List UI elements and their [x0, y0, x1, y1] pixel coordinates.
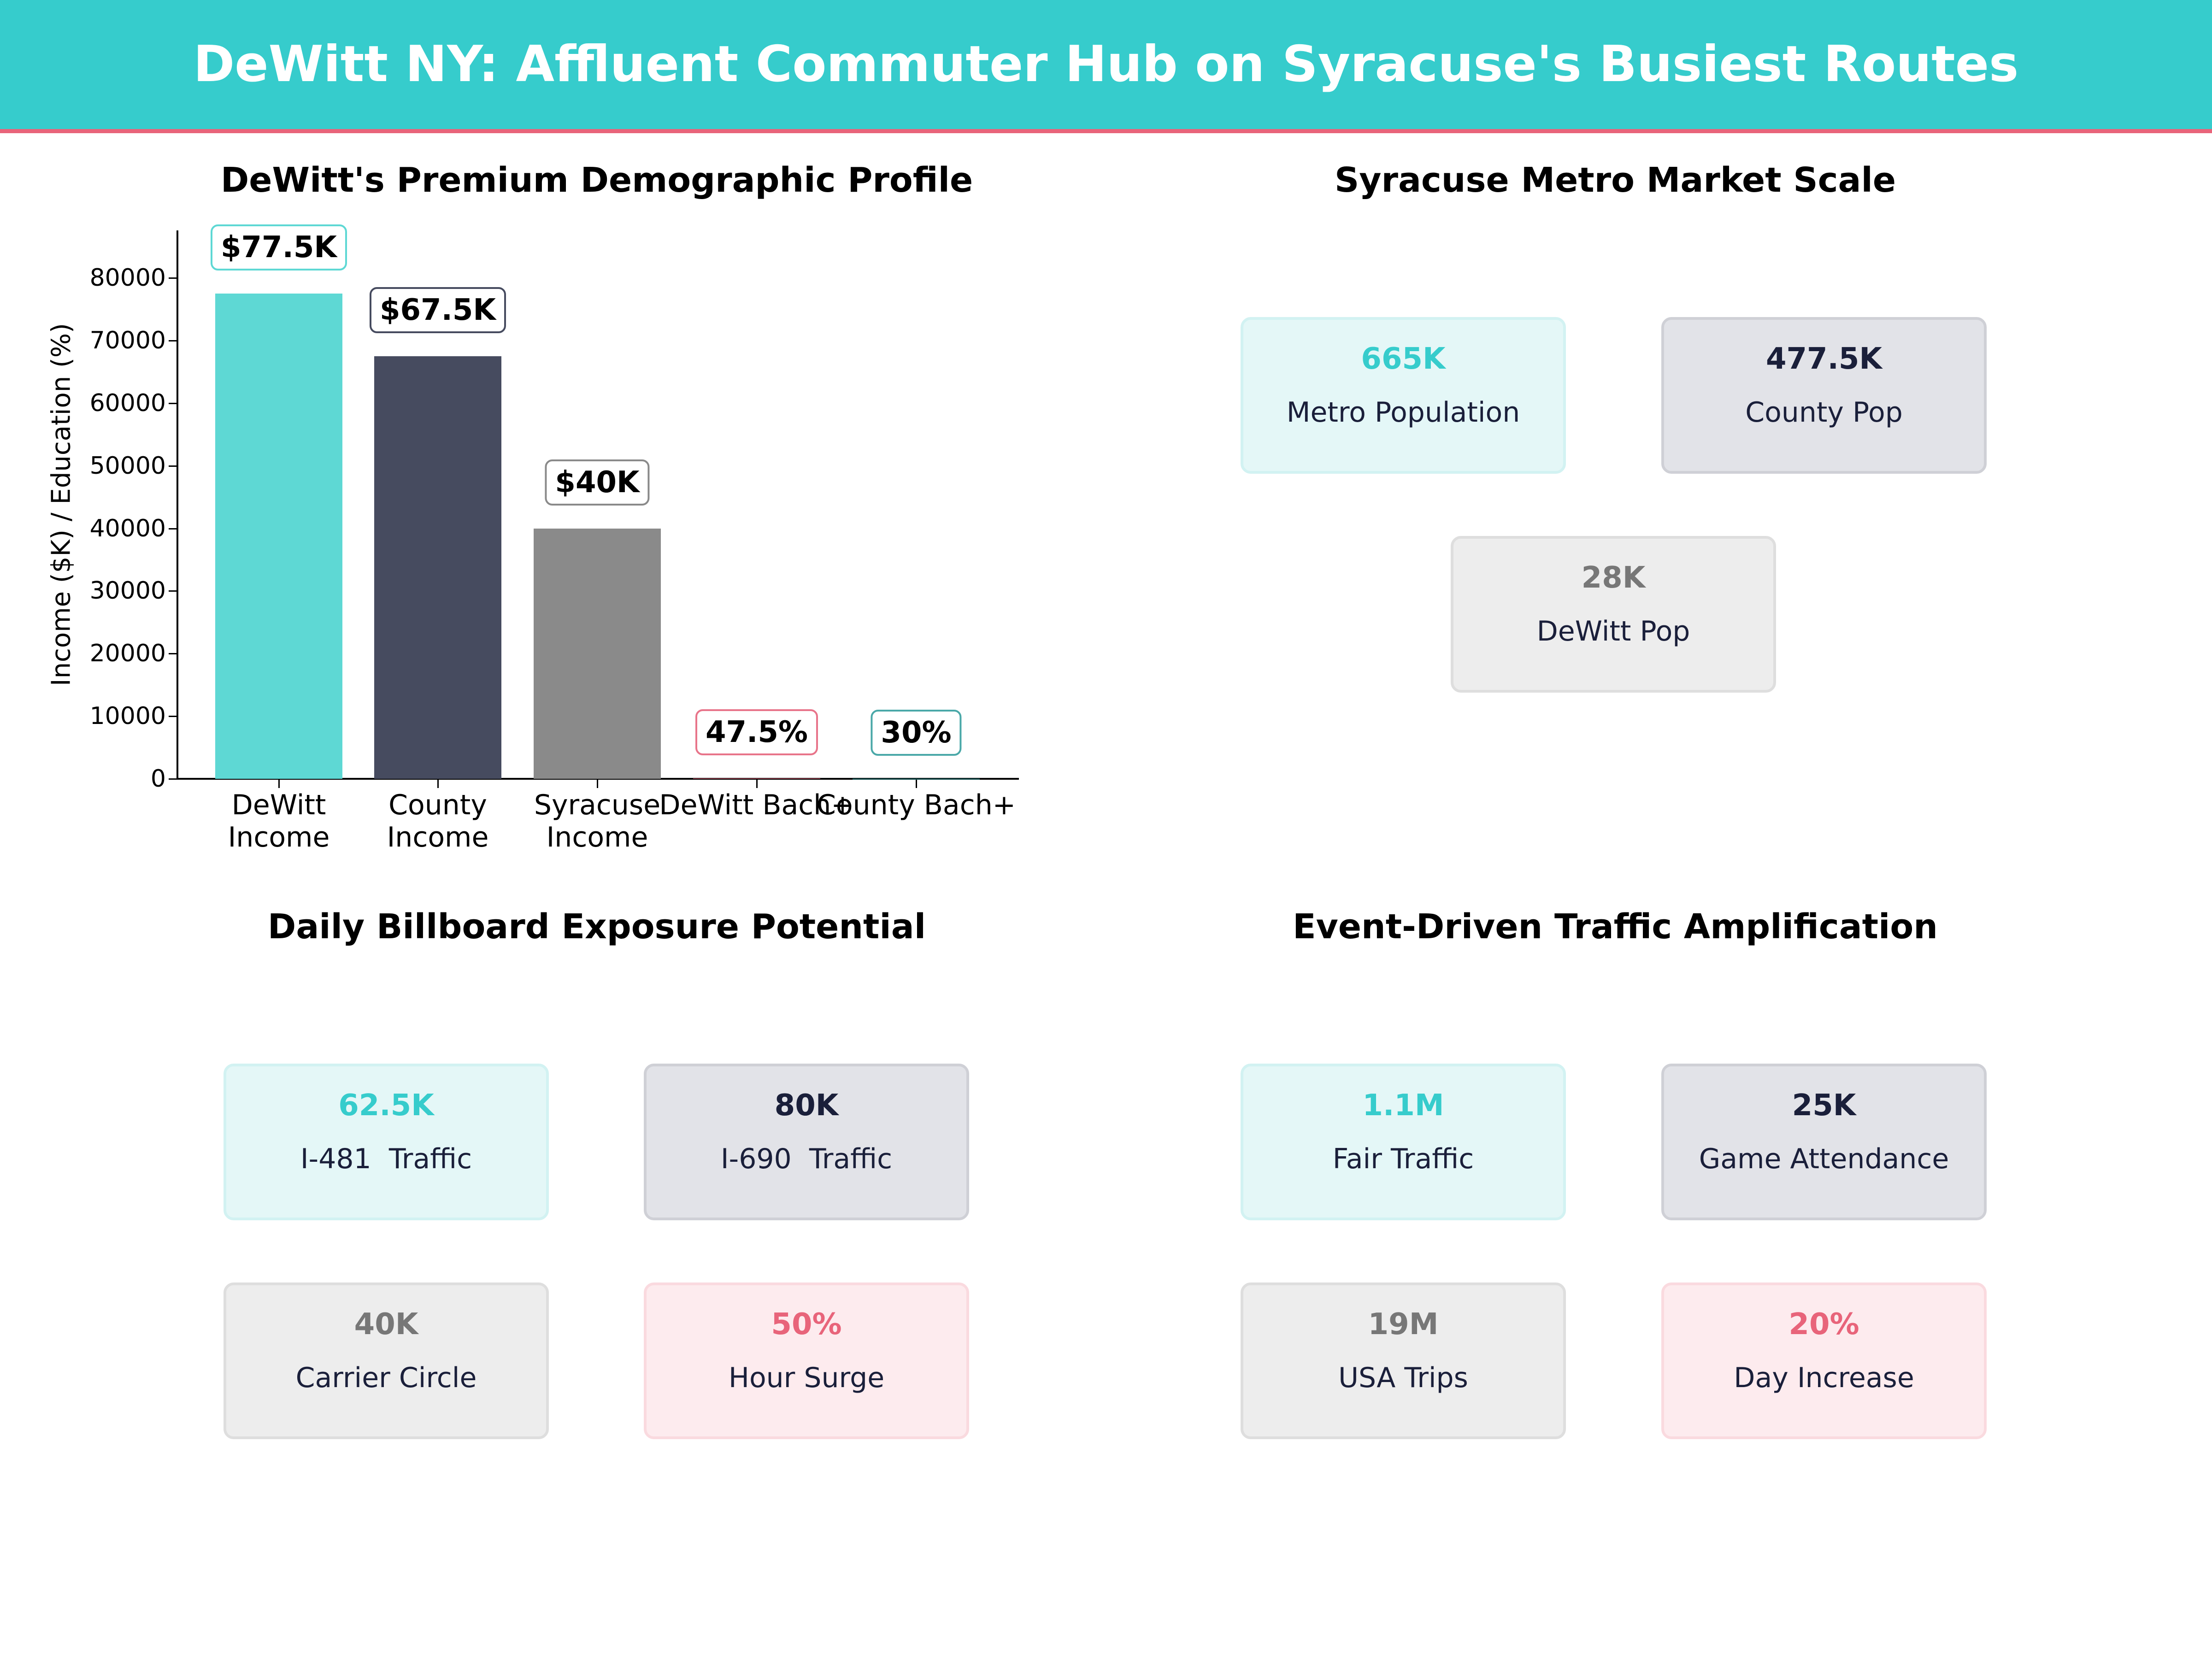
x-tick-mark — [437, 780, 439, 788]
bar — [693, 778, 820, 779]
x-tick-label: Syracuse Income — [534, 789, 661, 853]
y-tick-mark — [169, 716, 177, 718]
bar — [215, 293, 342, 779]
demographic-panel-title: DeWitt's Premium Demographic Profile — [220, 160, 973, 200]
bar-value-label: 47.5% — [695, 709, 818, 756]
card-value: 665K — [1361, 342, 1446, 376]
y-tick-mark — [169, 653, 177, 655]
events-panel-title: Event-Driven Traffic Amplification — [1293, 907, 1938, 947]
dewitt-pop-card: 28K DeWitt Pop — [1451, 536, 1776, 693]
y-tick-mark — [169, 402, 177, 404]
y-tick-label: 60000 — [89, 389, 166, 417]
y-tick-mark — [169, 778, 177, 780]
bar — [374, 356, 501, 779]
card-value: 1.1M — [1362, 1088, 1444, 1123]
bar — [534, 528, 661, 779]
card-value: 62.5K — [338, 1088, 434, 1123]
card-label: County Pop — [1745, 396, 1903, 429]
y-tick-label: 0 — [150, 765, 166, 793]
card-value: 25K — [1792, 1088, 1856, 1123]
header-accent-line — [0, 129, 2212, 133]
x-tick-mark — [756, 780, 758, 788]
y-axis-line — [176, 230, 178, 780]
header-banner — [0, 0, 2212, 129]
bar-value-label: 30% — [871, 709, 962, 756]
i481-traffic-card: 62.5K I-481 Traffic — [224, 1064, 549, 1220]
x-tick-label: DeWitt Income — [228, 789, 330, 853]
x-tick-label: County Bach+ — [817, 789, 1016, 821]
x-tick-mark — [597, 780, 598, 788]
y-tick-label: 80000 — [89, 264, 166, 292]
card-value: 20% — [1788, 1307, 1859, 1341]
bar-value-label: $40K — [545, 459, 650, 506]
card-value: 28K — [1581, 561, 1646, 595]
carrier-circle-card: 40K Carrier Circle — [224, 1282, 549, 1439]
card-value: 80K — [774, 1088, 839, 1123]
card-label: Fair Traffic — [1332, 1143, 1474, 1175]
y-tick-mark — [169, 277, 177, 279]
metro-panel-title: Syracuse Metro Market Scale — [1334, 160, 1896, 200]
x-tick-label: County Income — [387, 789, 489, 853]
game-attendance-card: 25K Game Attendance — [1661, 1064, 1987, 1220]
x-tick-mark — [916, 780, 917, 788]
billboard-panel-title: Daily Billboard Exposure Potential — [267, 907, 926, 947]
y-tick-mark — [169, 340, 177, 341]
y-tick-label: 50000 — [89, 452, 166, 480]
county-pop-card: 477.5K County Pop — [1661, 317, 1987, 474]
metro-population-card: 665K Metro Population — [1241, 317, 1566, 474]
y-tick-label: 30000 — [89, 577, 166, 605]
card-label: I-690 Traffic — [720, 1143, 893, 1175]
x-axis-line — [176, 778, 1019, 780]
fair-traffic-card: 1.1M Fair Traffic — [1241, 1064, 1566, 1220]
y-axis-title: Income ($K) / Education (%) — [46, 323, 76, 686]
card-value: 477.5K — [1765, 342, 1883, 376]
card-label: Day Increase — [1734, 1362, 1914, 1394]
card-value: 19M — [1368, 1307, 1439, 1341]
x-tick-mark — [278, 780, 280, 788]
bar-value-label: $77.5K — [210, 224, 347, 271]
i690-traffic-card: 80K I-690 Traffic — [644, 1064, 969, 1220]
day-increase-card: 20% Day Increase — [1661, 1282, 1987, 1439]
card-label: I-481 Traffic — [300, 1143, 472, 1175]
y-tick-mark — [169, 590, 177, 592]
page-title: DeWitt NY: Affluent Commuter Hub on Syra… — [193, 35, 2019, 93]
x-tick-label: DeWitt Bach+ — [659, 789, 854, 821]
card-label: Hour Surge — [728, 1362, 885, 1394]
y-tick-label: 40000 — [89, 514, 166, 542]
card-label: Game Attendance — [1699, 1143, 1949, 1175]
bar-value-label: $67.5K — [369, 287, 506, 333]
card-value: 50% — [771, 1307, 842, 1341]
card-value: 40K — [354, 1307, 418, 1341]
y-tick-label: 70000 — [89, 326, 166, 354]
y-tick-label: 20000 — [89, 640, 166, 668]
y-tick-mark — [169, 528, 177, 529]
card-label: DeWitt Pop — [1536, 615, 1690, 647]
usa-trips-card: 19M USA Trips — [1241, 1282, 1566, 1439]
card-label: Carrier Circle — [295, 1362, 477, 1394]
y-tick-label: 10000 — [89, 702, 166, 730]
hour-surge-card: 50% Hour Surge — [644, 1282, 969, 1439]
card-label: USA Trips — [1338, 1362, 1468, 1394]
card-label: Metro Population — [1286, 396, 1520, 429]
y-tick-mark — [169, 465, 177, 467]
